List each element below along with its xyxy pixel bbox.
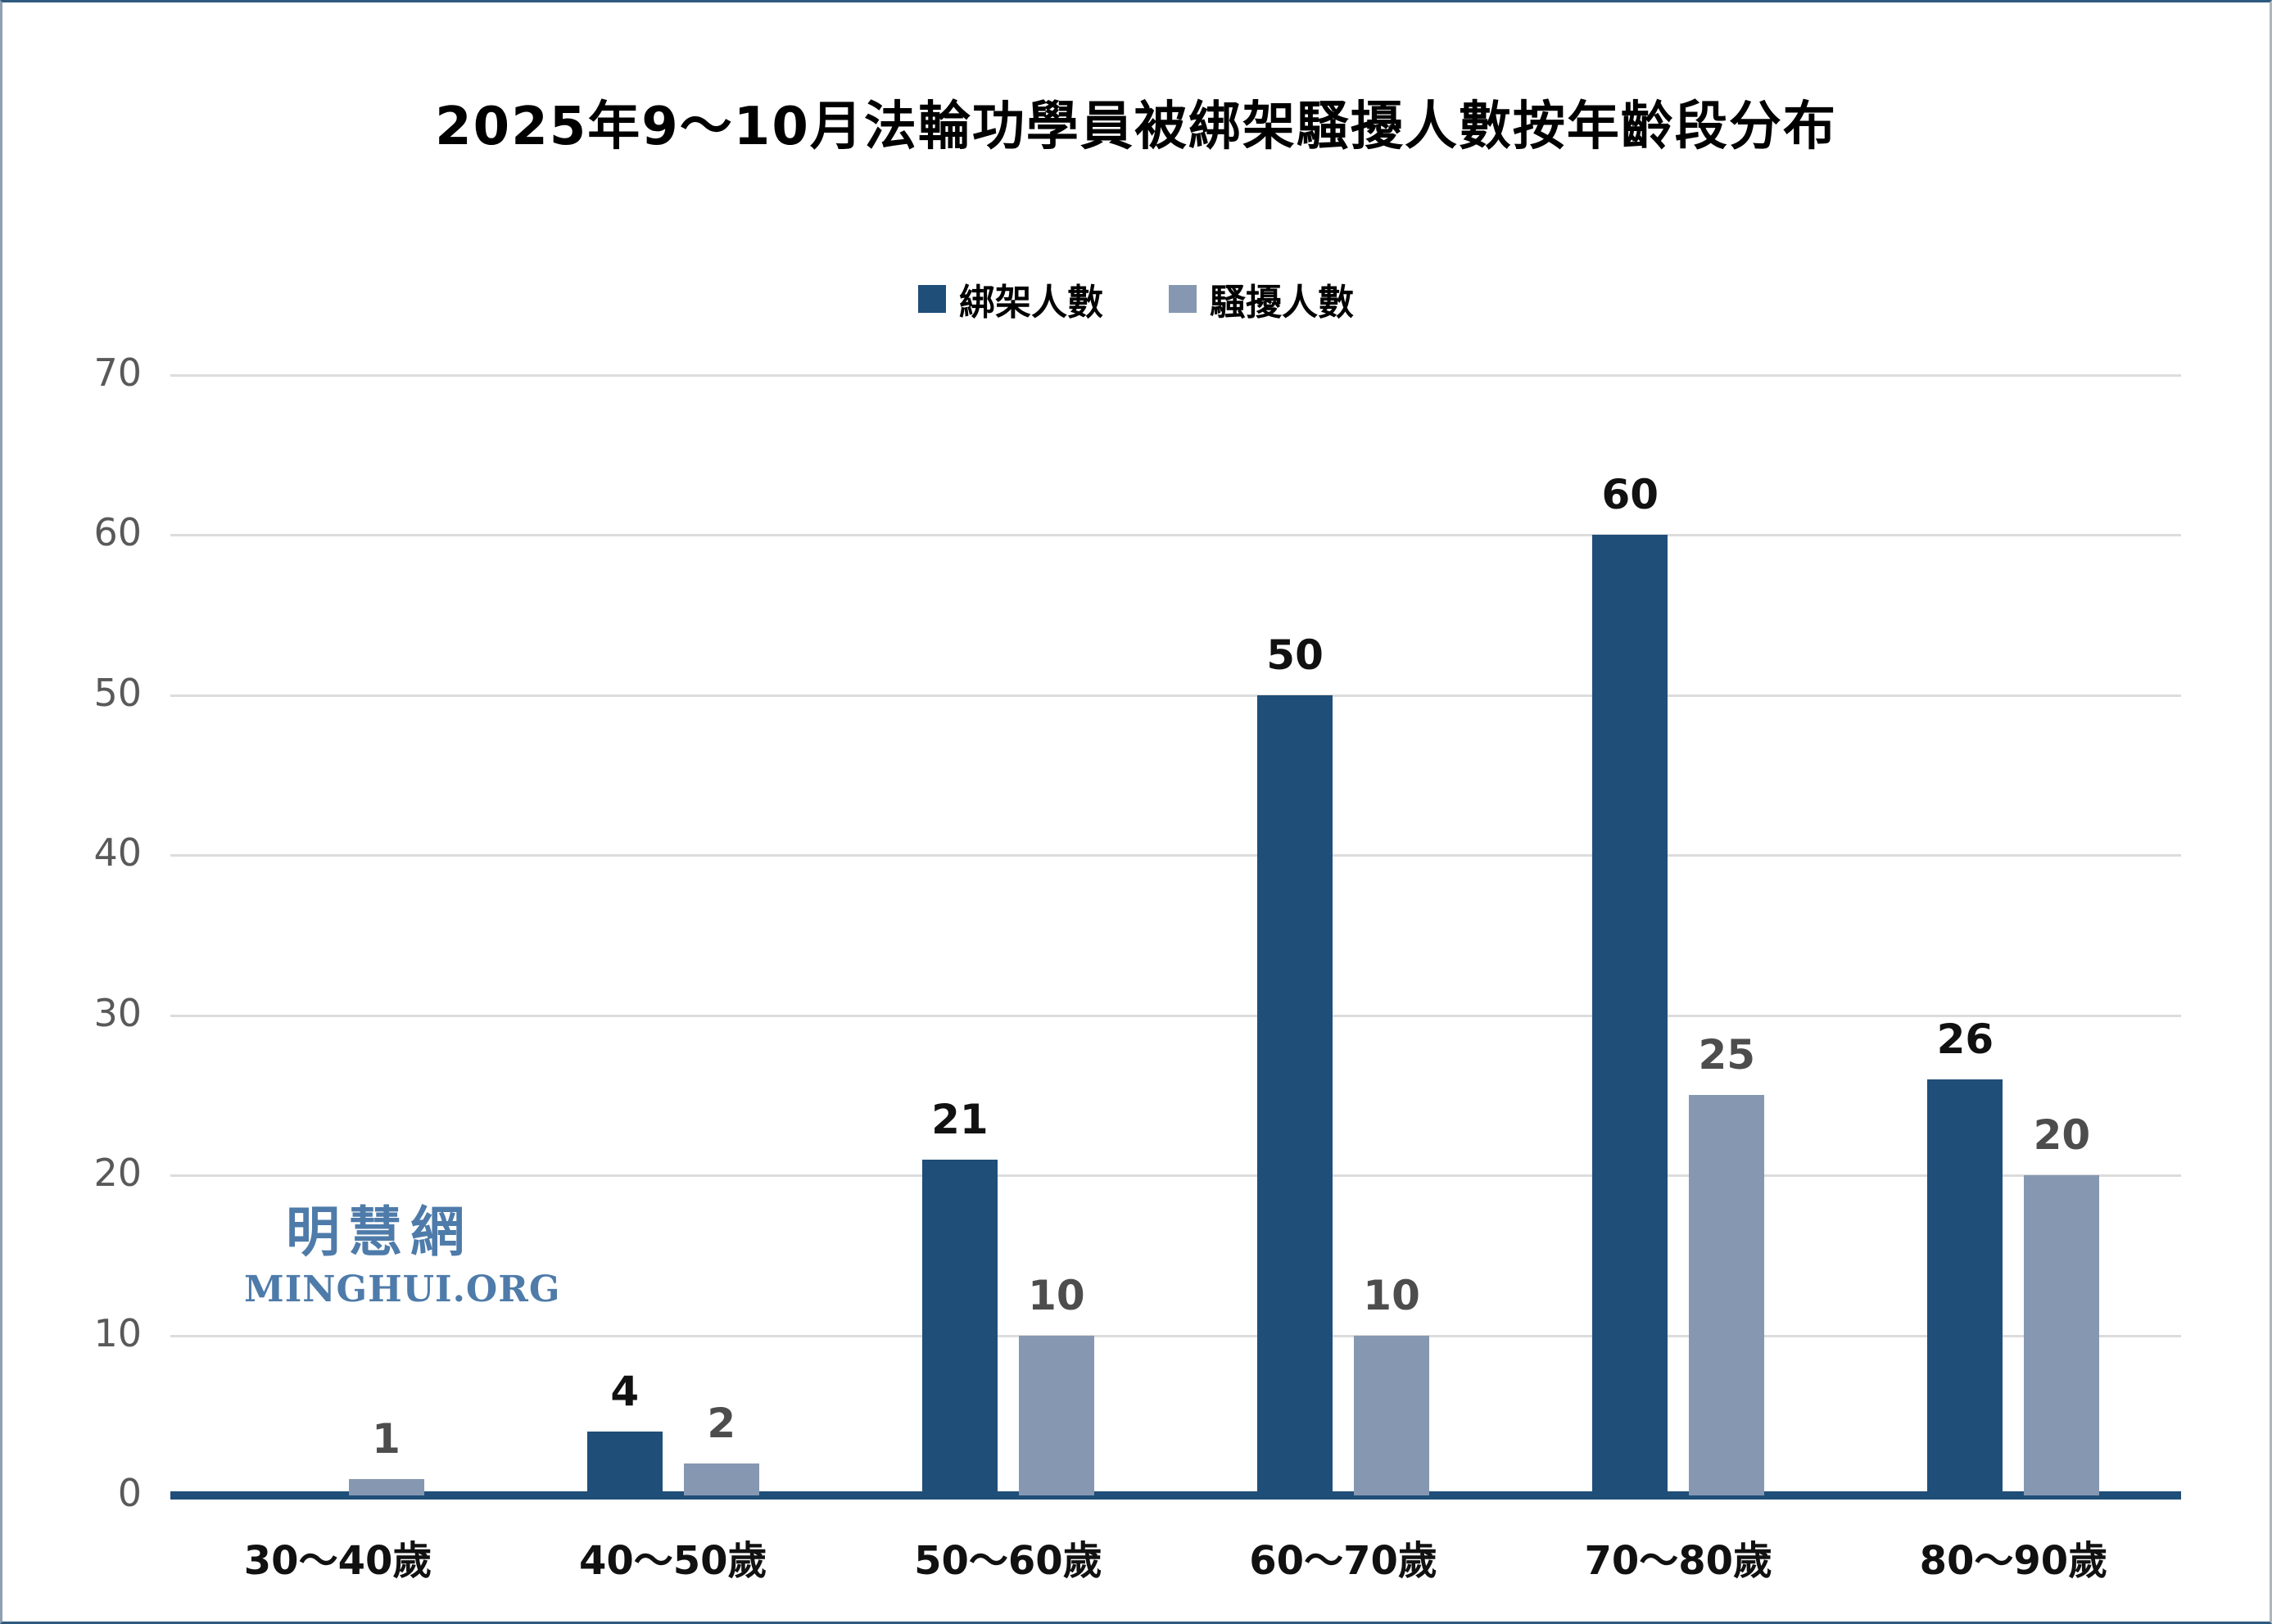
- bar-harass-30～40歲: [348, 1479, 424, 1495]
- y-tick-label-10: 10: [93, 1310, 142, 1355]
- gridline-y30: [170, 1014, 2181, 1017]
- bar-harass-70～80歲: [1689, 1095, 1765, 1495]
- gridline-y60: [170, 534, 2181, 537]
- value-label-kidnap-70～80歲: 60: [1601, 471, 1659, 519]
- watermark-cjk-text: 明慧網: [286, 1201, 473, 1264]
- y-tick-label-50: 50: [93, 670, 142, 715]
- bar-kidnap-80～90歲: [1927, 1079, 2003, 1495]
- bar-harass-80～90歲: [2024, 1175, 2100, 1495]
- value-label-kidnap-60～70歲: 50: [1266, 631, 1324, 679]
- value-label-kidnap-50～60歲: 21: [931, 1095, 989, 1143]
- bar-kidnap-70～80歲: [1592, 535, 1668, 1495]
- legend-label-harass: 騷擾人數: [1210, 282, 1354, 323]
- kidnap-series-swatch-icon: [918, 285, 946, 313]
- value-label-harass-30～40歲: 1: [372, 1415, 401, 1463]
- bar-harass-50～60歲: [1018, 1335, 1094, 1495]
- value-label-harass-50～60歲: 10: [1028, 1271, 1085, 1319]
- legend-item-kidnap: 綁架人數: [918, 273, 1103, 325]
- gridline-y70: [170, 374, 2181, 377]
- bar-harass-40～50歲: [683, 1463, 759, 1495]
- value-label-kidnap-40～50歲: 4: [610, 1367, 640, 1415]
- legend-item-harass: 騷擾人數: [1169, 273, 1354, 325]
- minghui-watermark: 明慧網 MINGHUI.ORG: [244, 1188, 561, 1310]
- value-label-harass-60～70歲: 10: [1363, 1271, 1420, 1319]
- x-category-label-80～90歲: 80～90歲: [1919, 1538, 2108, 1584]
- gridline-y10: [170, 1334, 2181, 1337]
- legend-label-kidnap: 綁架人數: [959, 282, 1103, 323]
- y-tick-label-30: 30: [93, 990, 142, 1035]
- x-category-label-70～80歲: 70～80歲: [1584, 1538, 1773, 1584]
- chart-title: 2025年9～10月法輪功學員被綁架騷擾人數按年齡段分布: [435, 97, 1837, 157]
- y-tick-label-0: 0: [117, 1471, 142, 1515]
- value-label-harass-40～50歲: 2: [707, 1399, 736, 1447]
- x-category-label-30～40歲: 30～40歲: [243, 1538, 432, 1584]
- y-tick-label-40: 40: [93, 830, 142, 875]
- bar-kidnap-40～50歲: [586, 1431, 663, 1495]
- harass-series-swatch-icon: [1169, 285, 1197, 313]
- watermark-latin-text: MINGHUI.ORG: [244, 1269, 561, 1310]
- value-label-kidnap-80～90歲: 26: [1936, 1015, 1994, 1063]
- x-category-label-50～60歲: 50～60歲: [914, 1538, 1102, 1584]
- gridline-y50: [170, 694, 2181, 697]
- gridline-y40: [170, 854, 2181, 857]
- gridline-y20: [170, 1174, 2181, 1178]
- chart-legend: 綁架人數 騷擾人數: [2, 273, 2270, 325]
- x-category-label-60～70歲: 60～70歲: [1249, 1538, 1437, 1584]
- value-label-harass-80～90歲: 20: [2033, 1111, 2091, 1160]
- bar-harass-60～70歲: [1354, 1335, 1430, 1495]
- bar-kidnap-50～60歲: [921, 1159, 998, 1495]
- bar-kidnap-60～70歲: [1257, 694, 1333, 1495]
- y-tick-label-70: 70: [93, 351, 142, 395]
- y-tick-label-60: 60: [93, 510, 142, 555]
- value-label-harass-70～80歲: 25: [1698, 1031, 1756, 1079]
- y-tick-label-20: 20: [93, 1151, 142, 1196]
- x-category-label-40～50歲: 40～50歲: [578, 1538, 767, 1584]
- x-axis-line: [170, 1491, 2181, 1500]
